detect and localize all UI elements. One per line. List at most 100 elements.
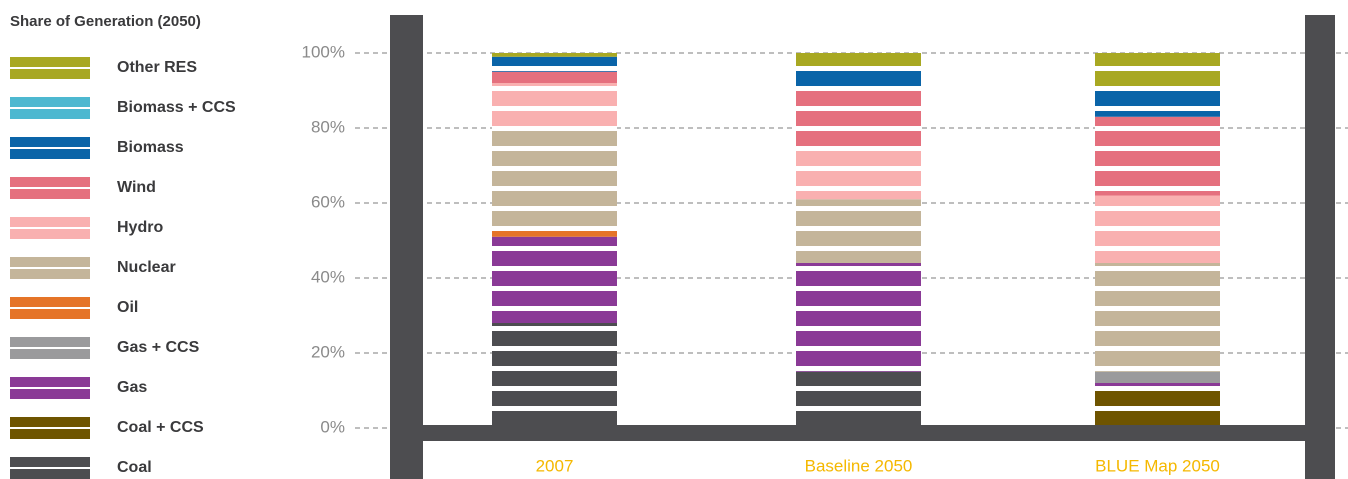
- bar-stripe: [796, 286, 921, 291]
- bar-stripe: [796, 366, 921, 371]
- y-tick-label: 20%: [311, 342, 345, 361]
- bar-segment: [796, 146, 921, 200]
- bar-stripe: [796, 66, 921, 71]
- bar-stripe: [492, 66, 617, 71]
- legend-swatch: [10, 217, 90, 227]
- bar-segment: [796, 68, 921, 91]
- bar-stripe: [1095, 246, 1220, 251]
- legend-swatch: [10, 457, 90, 467]
- y-tick-label: 80%: [311, 117, 345, 136]
- bar-segment: [1095, 90, 1220, 117]
- bar-stripe: [492, 246, 617, 251]
- legend-label: Biomass + CCS: [117, 99, 236, 116]
- bar-stripe: [796, 106, 921, 111]
- legend-label: Gas: [117, 379, 147, 396]
- bar-stripe: [1095, 146, 1220, 151]
- legend-swatch: [10, 257, 90, 267]
- y-tick-label: 100%: [302, 42, 345, 61]
- bar-stripe: [1095, 186, 1220, 191]
- legend-swatch: [10, 69, 90, 79]
- legend-swatch: [10, 137, 90, 147]
- bar-stripe: [1095, 106, 1220, 111]
- legend-swatch: [10, 229, 90, 239]
- legend-label: Other RES: [117, 59, 197, 76]
- bar-stripe: [492, 166, 617, 171]
- bar-segment: [1095, 371, 1220, 383]
- bar-segment: [492, 323, 617, 428]
- bar-segment: [492, 128, 617, 230]
- bar-stripe: [492, 126, 617, 131]
- y-tick-label: 40%: [311, 267, 345, 286]
- bar-stripe: [1095, 206, 1220, 211]
- bar-segment: [492, 53, 617, 57]
- y-tick-label: 0%: [320, 417, 345, 436]
- legend-swatch: [10, 349, 90, 359]
- bar-stripe: [1095, 166, 1220, 171]
- bar-stripe: [796, 186, 921, 191]
- frame-post: [390, 15, 423, 479]
- bar-stripe: [1095, 306, 1220, 311]
- legend-swatch: [10, 189, 90, 199]
- bar-stripe: [1095, 66, 1220, 71]
- bar-stripe: [492, 266, 617, 271]
- legend-label: Coal: [117, 459, 152, 476]
- bar-stripe: [1095, 366, 1220, 371]
- legend-swatch: [10, 177, 90, 187]
- legend-swatch: [10, 97, 90, 107]
- bar-stripe: [1095, 346, 1220, 351]
- legend-swatch: [10, 109, 90, 119]
- y-tick-label: 60%: [311, 192, 345, 211]
- legend-swatch: [10, 269, 90, 279]
- bar-segment: [796, 263, 921, 372]
- bar-stripe: [492, 226, 617, 231]
- bar-stripe: [796, 266, 921, 271]
- bar-stripe: [796, 126, 921, 131]
- legend-swatch: [10, 57, 90, 67]
- bar-stripe: [492, 346, 617, 351]
- bar-stripe: [1095, 86, 1220, 91]
- bar-stripe: [492, 206, 617, 211]
- bar-stripe: [492, 286, 617, 291]
- bar-stripe: [796, 406, 921, 411]
- legend-label: Gas + CCS: [117, 339, 200, 356]
- bar-segment: [1095, 53, 1220, 91]
- legend-title: Share of Generation (2050): [10, 13, 201, 30]
- bar-segment: [1095, 263, 1220, 372]
- legend-swatch: [10, 309, 90, 319]
- legend-swatch: [10, 337, 90, 347]
- bar-stripe: [796, 206, 921, 211]
- bar-stripe: [796, 386, 921, 391]
- bar-stripe: [1095, 126, 1220, 131]
- legend-label: Biomass: [117, 139, 184, 156]
- legend-swatch: [10, 417, 90, 427]
- bar-segment: [492, 229, 617, 237]
- x-tick-label: BLUE Map 2050: [1095, 456, 1220, 475]
- bar-segment: [492, 71, 617, 83]
- legend-label: Nuclear: [117, 259, 176, 276]
- legend-swatch: [10, 469, 90, 479]
- legend-label: Coal + CCS: [117, 419, 204, 436]
- x-tick-label: Baseline 2050: [805, 456, 913, 475]
- legend-swatch: [10, 149, 90, 159]
- legend-swatch: [10, 389, 90, 399]
- bar-stripe: [1095, 286, 1220, 291]
- bar-segment: [796, 53, 921, 68]
- legend-label: Hydro: [117, 219, 163, 236]
- bar-stripe: [796, 146, 921, 151]
- frame-post: [1305, 15, 1335, 479]
- bar-stripe: [492, 306, 617, 311]
- frame-floor: [390, 425, 1335, 441]
- bar-stripe: [492, 366, 617, 371]
- legend-swatch: [10, 377, 90, 387]
- bar-stripe: [796, 246, 921, 251]
- bar-stripe: [796, 306, 921, 311]
- bar-stripe: [492, 186, 617, 191]
- legend-swatch: [10, 297, 90, 307]
- bar-stripe: [492, 146, 617, 151]
- x-tick-label: 2007: [536, 456, 574, 475]
- legend-label: Oil: [117, 299, 138, 316]
- legend-label: Wind: [117, 179, 156, 196]
- bar-stripe: [492, 86, 617, 91]
- bar-stripe: [492, 106, 617, 111]
